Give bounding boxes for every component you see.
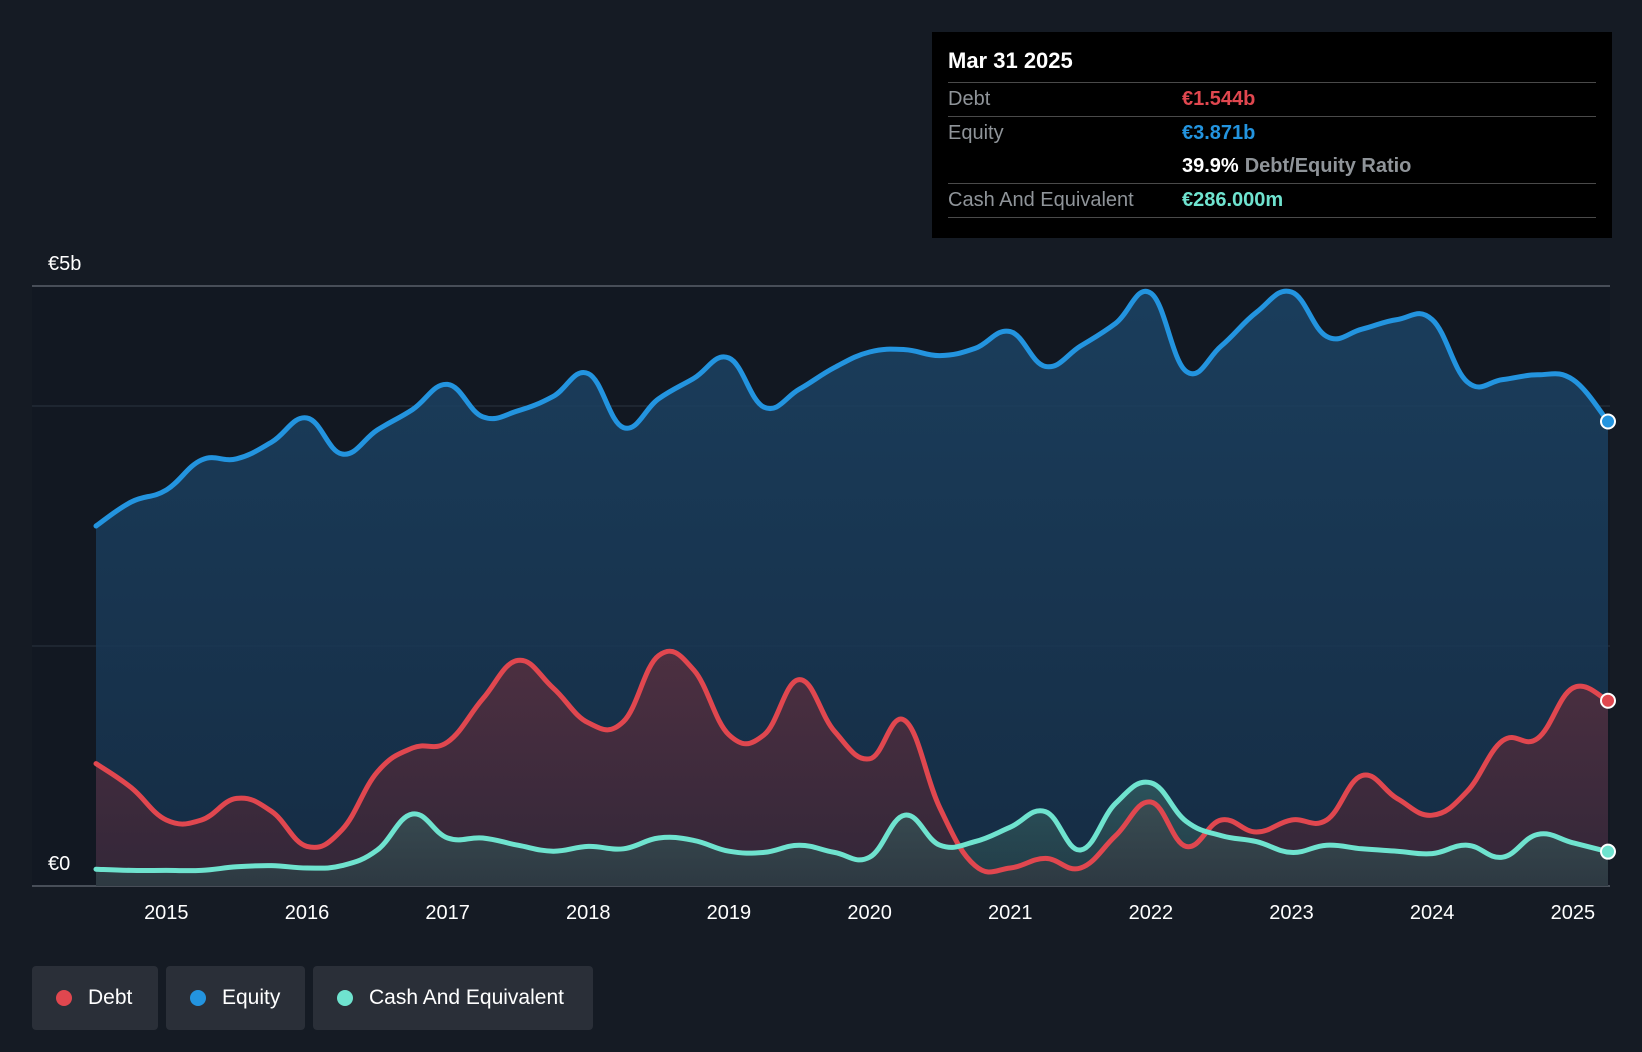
legend-debt-label: Debt — [88, 986, 133, 1009]
legend-cash-label: Cash And Equivalent — [369, 986, 564, 1009]
x-tick-label: 2025 — [1551, 902, 1596, 924]
cash-and-equivalent-end-marker — [1600, 843, 1616, 860]
equity-dot-icon — [190, 990, 206, 1006]
cash-and-equivalent-line — [93, 779, 1611, 874]
x-tick-label: 2016 — [285, 902, 330, 924]
y-tick-label-top: €5b — [48, 253, 81, 275]
tooltip-row-debt: Debt €1.544b — [948, 82, 1596, 116]
x-tick-label: 2017 — [425, 902, 470, 924]
legend-item-cash[interactable]: Cash And Equivalent — [313, 966, 593, 1030]
tooltip-cash-value: €286.000m — [1182, 189, 1284, 211]
x-tick-label: 2019 — [707, 902, 752, 924]
equity-line — [93, 288, 1611, 529]
x-tick-label: 2023 — [1269, 902, 1314, 924]
tooltip-ratio-label: Debt/Equity Ratio — [1244, 155, 1412, 177]
tooltip-equity-label: Equity — [948, 122, 1004, 144]
tooltip-equity-value: €3.871b — [1182, 122, 1256, 144]
x-tick-label: 2020 — [847, 902, 892, 924]
x-tick-label: 2015 — [144, 902, 189, 924]
legend-equity-label: Equity — [222, 986, 281, 1009]
legend-item-debt[interactable]: Debt — [32, 966, 158, 1030]
debt-end-marker — [1600, 692, 1616, 709]
tooltip-row-equity: Equity €3.871b — [948, 116, 1596, 150]
cash-dot-icon — [337, 990, 353, 1006]
x-tick-label: 2024 — [1410, 902, 1455, 924]
legend: Debt Equity Cash And Equivalent — [32, 966, 593, 1030]
x-tick-label: 2018 — [566, 902, 611, 924]
tooltip-row-ratio: 39.9% Debt/Equity Ratio — [948, 150, 1596, 183]
cash-and-equivalent-area — [96, 782, 1608, 886]
legend-item-equity[interactable]: Equity — [166, 966, 305, 1030]
tooltip-row-cash: Cash And Equivalent €286.000m — [948, 183, 1596, 218]
tooltip-debt-label: Debt — [948, 88, 991, 110]
tooltip-ratio-value: 39.9% — [1182, 155, 1239, 177]
x-tick-label: 2021 — [988, 902, 1033, 924]
x-tick-label: 2022 — [1129, 902, 1174, 924]
debt-area — [96, 651, 1608, 886]
debt-line — [93, 648, 1611, 875]
tooltip-date: Mar 31 2025 — [948, 48, 1073, 73]
tooltip-debt-value: €1.544b — [1182, 88, 1256, 110]
tooltip-cash-label: Cash And Equivalent — [948, 189, 1134, 211]
equity-end-marker — [1600, 413, 1616, 430]
y-tick-label-bottom: €0 — [48, 853, 70, 875]
debt-dot-icon — [56, 990, 72, 1006]
tooltip-panel: Mar 31 2025 Debt €1.544b Equity €3.871b … — [932, 32, 1612, 238]
